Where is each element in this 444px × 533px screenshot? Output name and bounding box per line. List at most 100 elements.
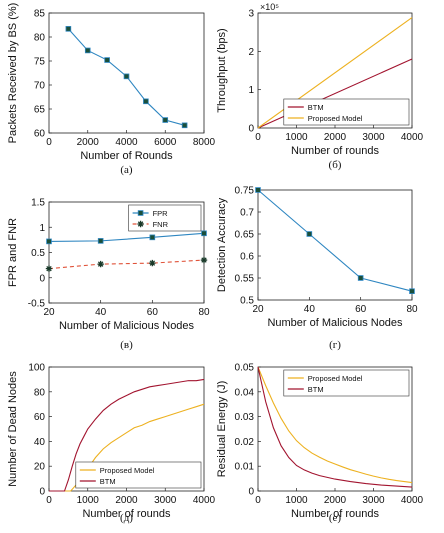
plot-frame	[257, 189, 413, 301]
panel-caption: (e)	[329, 512, 342, 524]
panel-caption: (a)	[120, 164, 133, 176]
data-point	[200, 256, 208, 264]
y-tick-label: 65	[34, 105, 46, 116]
data-point	[46, 238, 52, 245]
y-tick-label: 100	[28, 363, 45, 374]
data-point	[255, 187, 261, 193]
chart-c: 20 40 60 80 -0.5 0 0.5 1 1.5 Number of Malicious …	[7, 198, 210, 352]
y-tick-label: 0.05	[235, 363, 255, 374]
chart-a: 0 2000 4000 6000 8000 60 65 70 75 80 85 Number of R…	[7, 3, 216, 176]
x-tick-label: 2000	[115, 495, 138, 506]
x-tick-label: 1000	[285, 495, 308, 506]
series-line-1	[49, 378, 205, 492]
data-point	[306, 231, 313, 237]
panel-caption: (г)	[329, 339, 341, 351]
y-tick-label: 1	[39, 223, 45, 234]
y-tick-label: 80	[34, 33, 46, 44]
legend: BTM Proposed Model	[283, 98, 410, 126]
data-point	[84, 47, 91, 54]
y-tick-label: 0.01	[235, 462, 255, 473]
chart-f: 0 1000 2000 3000 4000 0 0.01 0.02 0.03 0.04 0.05 Nu…	[216, 363, 424, 525]
data-point	[97, 238, 104, 244]
y-axis-label: FPR and FNR	[7, 218, 19, 287]
y-tick-label: 0.5	[31, 248, 45, 259]
y-tick-label: 75	[34, 57, 46, 68]
y-tick-label: 3	[248, 9, 254, 20]
data-point	[143, 98, 149, 105]
x-tick-label: 2000	[77, 137, 100, 148]
x-tick-label: 6000	[154, 137, 177, 148]
x-axis-label: Number of rounds	[291, 145, 380, 157]
data-point	[45, 265, 53, 272]
y-tick-label: 0.7	[240, 208, 254, 219]
x-tick-label: 0	[46, 137, 52, 148]
x-tick-label: 80	[406, 304, 418, 315]
chart-b: 0 1000 2000 3000 4000 0 1 2 3 Number of rounds Thr…	[216, 2, 424, 171]
x-tick-label: 1000	[285, 132, 308, 143]
legend-marker	[137, 210, 144, 216]
y-tick-label: 0.04	[235, 387, 255, 398]
y-tick-label: 0.5	[240, 296, 254, 307]
y-axis-label: Detection Accuracy	[216, 197, 228, 292]
x-tick-label: 0	[255, 495, 261, 506]
chart-d: 20 40 60 80 0.5 0.55 0.6 0.65 0.7 0.75 Number of M…	[216, 186, 418, 352]
y-tick-label: 0.75	[235, 186, 255, 197]
data-point	[97, 260, 104, 268]
x-tick-label: 40	[304, 304, 316, 315]
y-tick-label: 0.55	[235, 274, 255, 285]
panel-caption: (д)	[120, 512, 133, 524]
x-tick-label: 4000	[401, 495, 424, 506]
legend-label: FNR	[153, 220, 169, 229]
y-tick-label: 20	[34, 462, 46, 473]
legend-label: Proposed Model	[308, 374, 363, 383]
x-tick-label: 4000	[115, 137, 138, 148]
series-line-1	[257, 366, 413, 488]
x-tick-label: 20	[43, 307, 55, 318]
y-tick-label: 80	[34, 387, 46, 398]
y-tick-label: 85	[34, 9, 46, 20]
plot-frame	[48, 12, 205, 134]
x-tick-label: 2000	[324, 132, 347, 143]
data-point	[201, 230, 207, 237]
chart-e: 0 1000 2000 3000 4000 0 20 40 60 80 100 Number of r…	[7, 363, 216, 525]
x-axis-label: Number of Malicious Nodes	[267, 317, 403, 329]
data-point	[357, 275, 364, 281]
series-line-0	[257, 366, 413, 484]
legend-box	[283, 98, 410, 126]
y-tick-label: 0	[39, 487, 45, 498]
legend-label: BTM	[308, 385, 324, 394]
y-tick-label: 60	[34, 412, 46, 423]
x-tick-label: 40	[95, 307, 107, 318]
series-line-1	[48, 259, 205, 270]
y-tick-label: 70	[34, 81, 46, 92]
x-tick-label: 80	[198, 307, 210, 318]
legend-label: BTM	[308, 103, 324, 112]
y-axis-label: Number of Dead Nodes	[7, 371, 19, 487]
y-tick-label: 0.03	[235, 412, 255, 423]
y-tick-label: 40	[34, 437, 46, 448]
y-tick-label: 0	[248, 124, 254, 135]
data-point	[149, 234, 156, 241]
legend-box	[283, 369, 410, 397]
y-tick-label: 0.65	[235, 230, 255, 241]
x-tick-label: 4000	[193, 495, 216, 506]
x-tick-label: 3000	[362, 495, 385, 506]
y-exponent-label: ×10⁵	[260, 2, 279, 12]
legend-box	[75, 461, 202, 489]
legend: Proposed Model BTM	[283, 369, 410, 397]
panel-caption: (в)	[120, 339, 133, 351]
panel-caption: (б)	[329, 159, 342, 171]
legend: FPR FNR	[128, 204, 202, 232]
y-tick-label: 0.02	[235, 437, 255, 448]
x-axis-label: Number of Malicious Nodes	[59, 320, 195, 332]
data-point	[65, 26, 72, 32]
x-tick-label: 3000	[154, 495, 177, 506]
x-tick-label: 0	[46, 495, 52, 506]
x-tick-label: 3000	[362, 132, 385, 143]
legend-marker	[137, 220, 144, 228]
y-tick-label: 2	[248, 47, 254, 58]
series-line-0	[48, 232, 205, 242]
x-tick-label: 20	[252, 304, 264, 315]
y-tick-label: 1.5	[31, 198, 45, 209]
